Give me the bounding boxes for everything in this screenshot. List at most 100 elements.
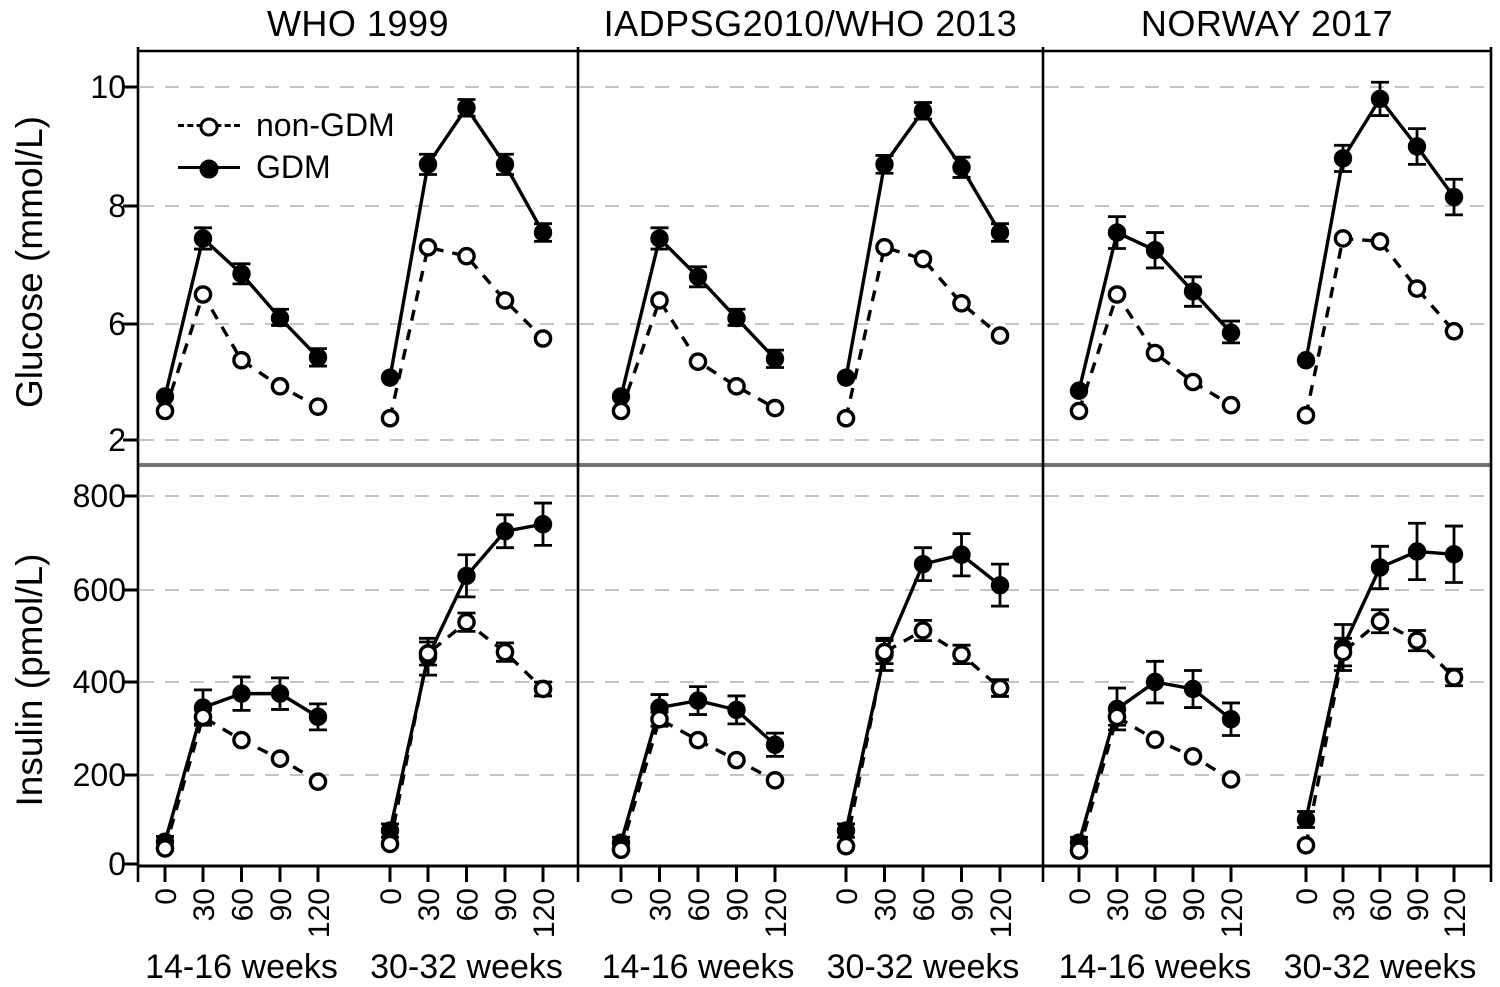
gdm-marker xyxy=(875,155,894,174)
legend: non-GDM GDM xyxy=(178,104,395,188)
non-gdm-markers xyxy=(1069,285,1241,421)
cluster-label: 30-32 weeks xyxy=(370,948,563,986)
non-gdm-series xyxy=(1304,236,1456,416)
non-gdm-marker xyxy=(1145,730,1165,749)
non-gdm-marker xyxy=(650,291,669,310)
non-gdm-marker xyxy=(232,730,251,750)
non-gdm-marker xyxy=(1370,611,1390,631)
non-gdm-marker xyxy=(913,621,933,640)
non-gdm-marker xyxy=(1370,232,1390,251)
non-gdm-markers xyxy=(1069,707,1241,860)
non-gdm-marker xyxy=(1069,841,1089,860)
non-gdm-marker xyxy=(495,642,515,662)
non-gdm-marker xyxy=(270,749,290,769)
non-gdm-marker xyxy=(155,401,175,421)
column-title-who-1999: WHO 1999 xyxy=(266,3,450,44)
y-axis-tick-labels: 10 8 6 2 800 600 400 200 0 xyxy=(73,69,126,882)
non-gdm-marker xyxy=(193,707,213,727)
legend-item-non-gdm: non-GDM xyxy=(178,104,395,146)
gdm-marker xyxy=(1444,187,1464,207)
gdm-markers xyxy=(155,229,328,406)
non-gdm-marker xyxy=(650,709,669,729)
non-gdm-markers xyxy=(1296,611,1464,855)
non-gdm-marker xyxy=(727,750,746,770)
x-tick-label: 90 xyxy=(1402,888,1435,921)
gdm-marker xyxy=(533,515,553,534)
non-gdm-marker xyxy=(457,246,476,266)
non-gdm-line xyxy=(844,245,1002,419)
gdm-marker xyxy=(495,522,515,541)
x-tick-label: 120 xyxy=(1439,888,1472,938)
non-gdm-marker xyxy=(836,408,856,428)
non-gdm-markers xyxy=(155,707,328,858)
gdm-marker xyxy=(457,98,476,118)
gdm-marker xyxy=(765,349,785,368)
y-tick-label: 400 xyxy=(73,664,126,700)
gdm-marker xyxy=(913,554,933,574)
x-tick-label: 30 xyxy=(413,888,446,921)
non-gdm-marker xyxy=(495,291,515,310)
panel-insulin-iadpsg2010-who-2013 xyxy=(611,532,1010,860)
non-gdm-marker xyxy=(688,730,708,750)
non-gdm-marker xyxy=(1069,401,1089,421)
non-gdm-marker xyxy=(875,237,894,257)
y-tick-label: 10 xyxy=(90,69,126,105)
gdm-marker xyxy=(308,348,328,367)
non-gdm-marker xyxy=(952,645,971,664)
y-axis-label-glucose: Glucose (mmol/L) xyxy=(9,116,50,408)
non-gdm-marker xyxy=(1444,321,1464,341)
gdm-marker xyxy=(193,229,213,248)
x-tick-label: 30 xyxy=(1328,888,1361,921)
gdm-marker xyxy=(1183,282,1203,301)
x-tick-label: 120 xyxy=(528,888,561,938)
non-gdm-markers xyxy=(836,621,1010,856)
x-tick-label: 90 xyxy=(265,888,298,921)
gdm-marker xyxy=(650,229,669,248)
non-gdm-marker xyxy=(1183,747,1203,766)
gdm-marker xyxy=(418,155,438,174)
gdm-marker xyxy=(765,735,785,754)
non-gdm-line xyxy=(1077,290,1232,412)
cluster-label: 14-16 weeks xyxy=(145,948,338,986)
gdm-marker xyxy=(727,700,746,720)
non-gdm-marker xyxy=(1407,279,1427,298)
non-gdm-marker xyxy=(1296,836,1316,855)
cluster-label: 30-32 weeks xyxy=(1284,948,1477,986)
non-gdm-markers xyxy=(380,612,553,854)
y-axis-ticks xyxy=(123,85,138,866)
filled-circle-icon xyxy=(199,159,219,178)
x-axis-ticks xyxy=(136,866,1493,882)
x-tick-label: 60 xyxy=(683,888,716,921)
gdm-markers xyxy=(611,229,785,406)
cluster-label: 14-16 weeks xyxy=(602,948,795,986)
gdm-marker xyxy=(495,155,515,174)
non-gdm-marker xyxy=(380,834,400,854)
gdm-marker xyxy=(952,158,971,177)
solid-line-sample xyxy=(178,159,240,178)
non-gdm-series xyxy=(844,245,1002,419)
non-gdm-marker xyxy=(308,772,328,791)
gdm-marker xyxy=(836,368,856,387)
non-gdm-marker xyxy=(1407,631,1427,650)
x-tick-label: 0 xyxy=(831,888,864,905)
panel-insulin-norway-2017 xyxy=(1069,521,1464,860)
panel-borders xyxy=(136,47,1493,868)
x-tick-label: 90 xyxy=(947,888,980,921)
x-tick-label: 60 xyxy=(1140,888,1173,921)
gdm-marker xyxy=(1296,351,1316,370)
non-gdm-marker xyxy=(380,408,400,428)
x-axis-tick-labels: 0 30 60 90 120 0 30 60 90 120 0 30 60 90 120 0 30 60 90 120… xyxy=(150,888,1472,938)
gdm-marker xyxy=(1444,545,1464,564)
non-gdm-marker xyxy=(611,840,631,860)
non-gdm-marker xyxy=(270,377,290,396)
non-gdm-marker xyxy=(1221,395,1241,415)
x-tick-label: 30 xyxy=(870,888,903,921)
column-title-norway-2017: NORWAY 2017 xyxy=(1140,3,1394,44)
x-tick-label: 30 xyxy=(188,888,221,921)
non-gdm-marker xyxy=(913,249,933,269)
non-gdm-marker xyxy=(533,679,553,699)
gdm-marker xyxy=(232,684,251,703)
gdm-marker xyxy=(457,566,476,586)
y-tick-label: 8 xyxy=(108,188,126,224)
